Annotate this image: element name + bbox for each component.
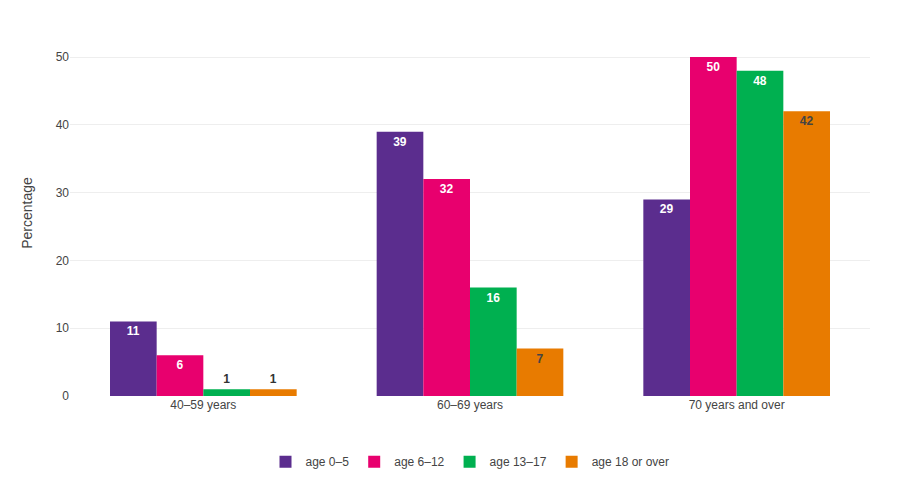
- svg-text:42: 42: [800, 114, 814, 128]
- svg-text:60–69 years: 60–69 years: [437, 398, 503, 412]
- svg-text:11: 11: [127, 324, 140, 338]
- svg-text:Percentage: Percentage: [19, 177, 35, 249]
- svg-text:1: 1: [223, 372, 230, 386]
- svg-text:20: 20: [56, 254, 70, 268]
- svg-text:age 18 or over: age 18 or over: [592, 455, 669, 469]
- svg-text:50: 50: [56, 50, 70, 64]
- svg-text:7: 7: [537, 352, 544, 366]
- svg-text:48: 48: [753, 74, 767, 88]
- svg-text:40: 40: [56, 118, 70, 132]
- svg-text:29: 29: [660, 202, 674, 216]
- svg-text:0: 0: [62, 389, 69, 403]
- svg-text:1: 1: [270, 372, 277, 386]
- svg-text:32: 32: [440, 182, 454, 196]
- svg-text:50: 50: [706, 60, 720, 74]
- svg-text:40–59 years: 40–59 years: [170, 398, 236, 412]
- svg-text:39: 39: [393, 135, 407, 149]
- svg-text:age 0–5: age 0–5: [306, 455, 350, 469]
- svg-text:70 years and over: 70 years and over: [689, 398, 785, 412]
- svg-text:age 13–17: age 13–17: [490, 455, 547, 469]
- svg-text:6: 6: [177, 358, 184, 372]
- svg-text:30: 30: [56, 186, 70, 200]
- svg-text:16: 16: [486, 291, 500, 305]
- svg-text:age 6–12: age 6–12: [394, 455, 444, 469]
- svg-text:10: 10: [56, 321, 70, 335]
